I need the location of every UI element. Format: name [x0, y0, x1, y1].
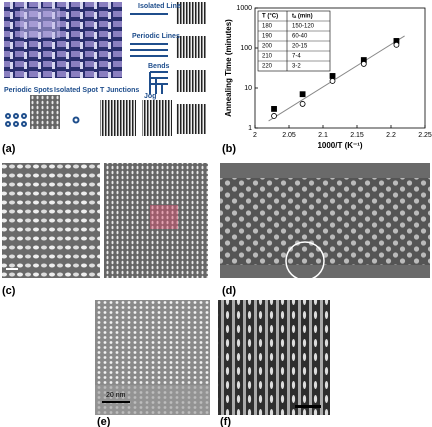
panel-label: (e) — [97, 416, 111, 427]
y-tick-label: 10 — [244, 85, 252, 92]
panel-b: (b) 2 2.05 2.1 2.15 2.2 2.25 1 10 100 1000 1000/T … — [222, 5, 432, 155]
sem-image — [218, 300, 330, 415]
table-cell: 210 — [262, 54, 273, 60]
pattern-label: Isolated Line — [138, 3, 181, 10]
x-tick-label: 2.15 — [350, 132, 364, 139]
point — [329, 78, 336, 84]
x-tick-label: 2 — [253, 132, 257, 139]
scale-label: 20 nm — [106, 392, 126, 399]
table-cell: 7-4 — [292, 54, 301, 60]
x-tick-label: 2.1 — [318, 132, 328, 139]
panel-d: (d) — [220, 163, 430, 297]
panel-label: (d) — [222, 285, 236, 297]
table-cell: 3-2 — [292, 64, 301, 70]
table-header: T (°C) — [262, 14, 278, 20]
panel-e: 20 nm (e) — [95, 300, 210, 427]
highlight — [150, 205, 178, 229]
pattern-icons — [5, 13, 168, 127]
pattern-label: Bends — [148, 63, 170, 70]
panel-a: Isolated Line Periodic Lines Bends Perio… — [2, 2, 206, 155]
sem-thumb — [176, 36, 206, 58]
sem-image — [2, 163, 100, 278]
scale-bar — [102, 401, 130, 403]
point — [271, 113, 277, 119]
sem-thumb — [176, 70, 206, 92]
point — [271, 106, 277, 112]
table-cell: 220 — [262, 64, 273, 70]
sem-image — [95, 385, 210, 415]
defect-circle — [285, 241, 325, 281]
panel-label: (c) — [2, 285, 16, 297]
x-tick-label: 2.25 — [418, 132, 432, 139]
chip-region — [20, 8, 60, 38]
y-tick-label: 1000 — [236, 5, 252, 12]
y-tick-label: 100 — [240, 45, 252, 52]
sem-image — [220, 178, 430, 265]
scale-bar — [295, 405, 321, 408]
panel-label: (f) — [220, 416, 231, 427]
x-axis-title: 1000/T (K⁻¹) — [317, 141, 362, 150]
sem-thumb — [100, 100, 136, 136]
y-axis-title: Annealing Time (minutes) — [224, 19, 233, 117]
pattern-label: Jog — [144, 93, 156, 100]
panel-label: (a) — [2, 143, 16, 155]
sem-thumb — [176, 2, 206, 24]
point — [299, 91, 306, 98]
table-cell: 60-40 — [292, 34, 308, 40]
point — [299, 101, 306, 107]
table-cell: 180 — [262, 24, 273, 30]
table-header: tₐ (min) — [292, 14, 313, 20]
panel-c: (c) — [2, 163, 208, 297]
panel-f: (f) — [218, 300, 330, 427]
table-cell: 20-15 — [292, 44, 308, 50]
pattern-label: Isolated Spot — [54, 87, 99, 94]
scale-bar — [6, 268, 18, 270]
point — [360, 61, 367, 67]
x-tick-label: 2.05 — [282, 132, 296, 139]
x-tick-label: 2.2 — [386, 132, 396, 139]
sem-image — [104, 163, 208, 278]
table-cell: 150-120 — [292, 24, 315, 30]
pattern-label: T Junctions — [100, 87, 139, 94]
table-cell: 200 — [262, 44, 273, 50]
table-cell: 190 — [262, 34, 273, 40]
pattern-label: Periodic Lines — [132, 33, 180, 40]
pattern-label: Periodic Spots — [4, 87, 53, 94]
point — [393, 41, 400, 48]
y-tick-label: 1 — [248, 125, 252, 132]
sem-thumb — [30, 95, 60, 129]
panel-label: (b) — [222, 143, 236, 155]
sem-thumb — [142, 100, 172, 136]
sem-thumb — [176, 104, 206, 134]
fit-line — [268, 35, 405, 122]
point — [329, 73, 336, 79]
